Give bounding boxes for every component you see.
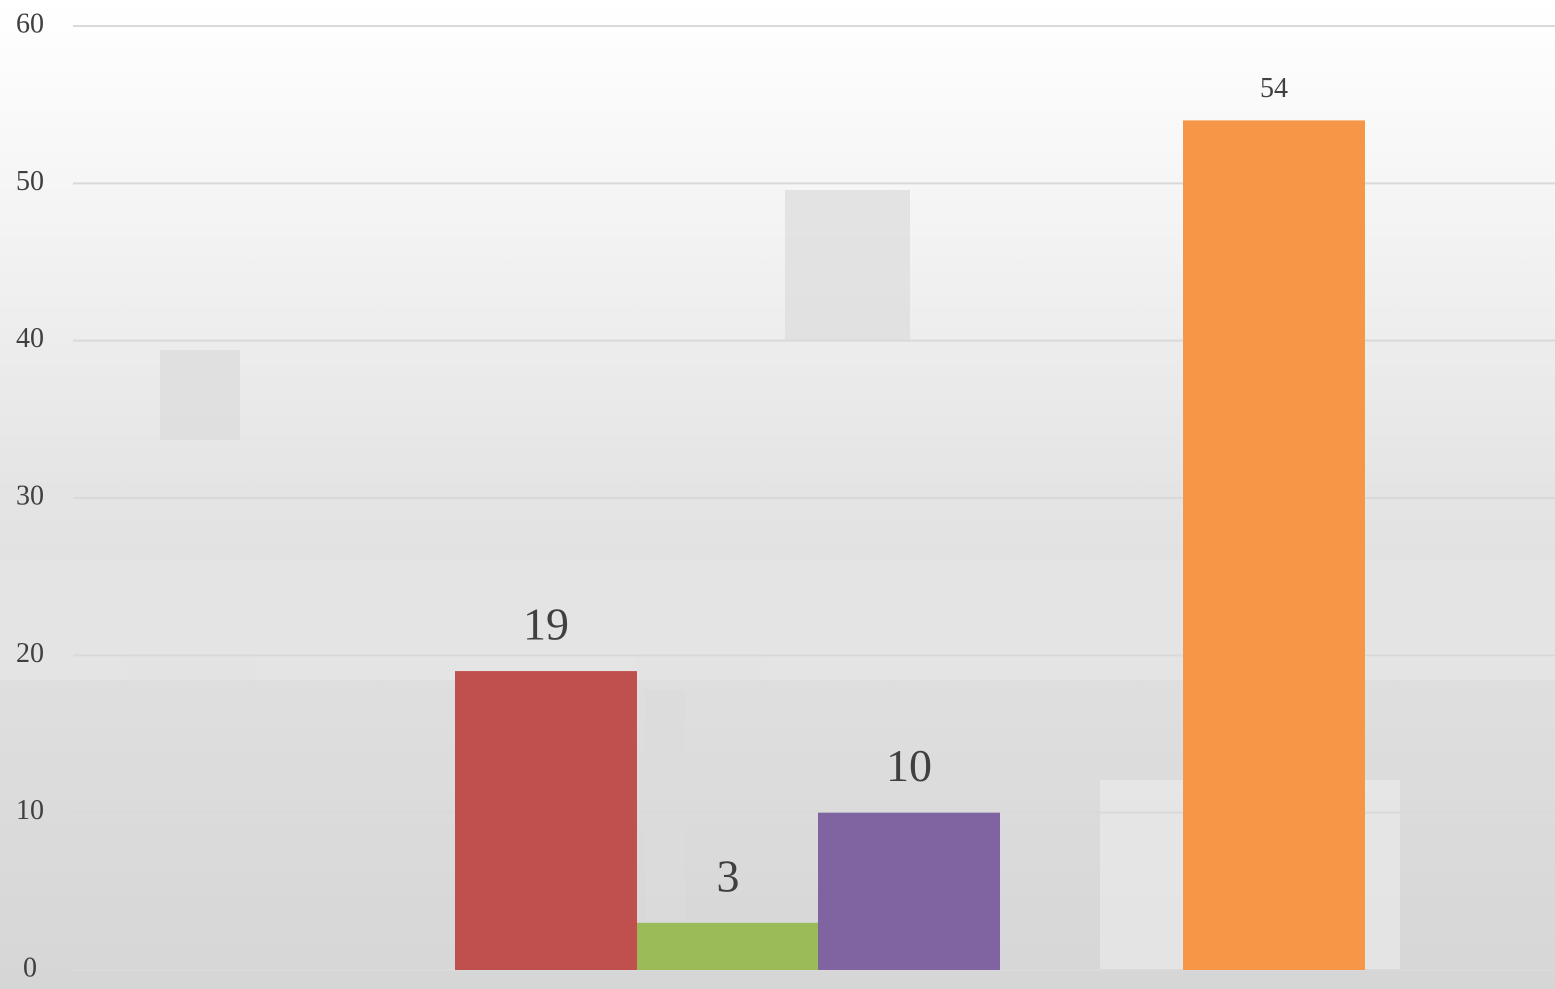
y-tick-label: 50 xyxy=(16,166,44,197)
bar xyxy=(1183,120,1365,970)
bar xyxy=(455,671,637,970)
y-tick-label: 10 xyxy=(16,795,44,826)
bar xyxy=(637,923,819,970)
bar xyxy=(818,813,1000,970)
y-tick-label: 40 xyxy=(16,323,44,354)
data-label: 54 xyxy=(1260,73,1288,104)
y-tick-label: 0 xyxy=(23,952,37,983)
y-tick-label: 60 xyxy=(16,8,44,39)
y-tick-label: 30 xyxy=(16,480,44,511)
data-label: 3 xyxy=(717,850,740,901)
data-label: 19 xyxy=(523,599,569,650)
data-label: 10 xyxy=(886,740,932,791)
chart: 0 10 20 30 40 50 60 19 3 10 54 xyxy=(0,0,1555,989)
y-tick-label: 20 xyxy=(16,638,44,669)
